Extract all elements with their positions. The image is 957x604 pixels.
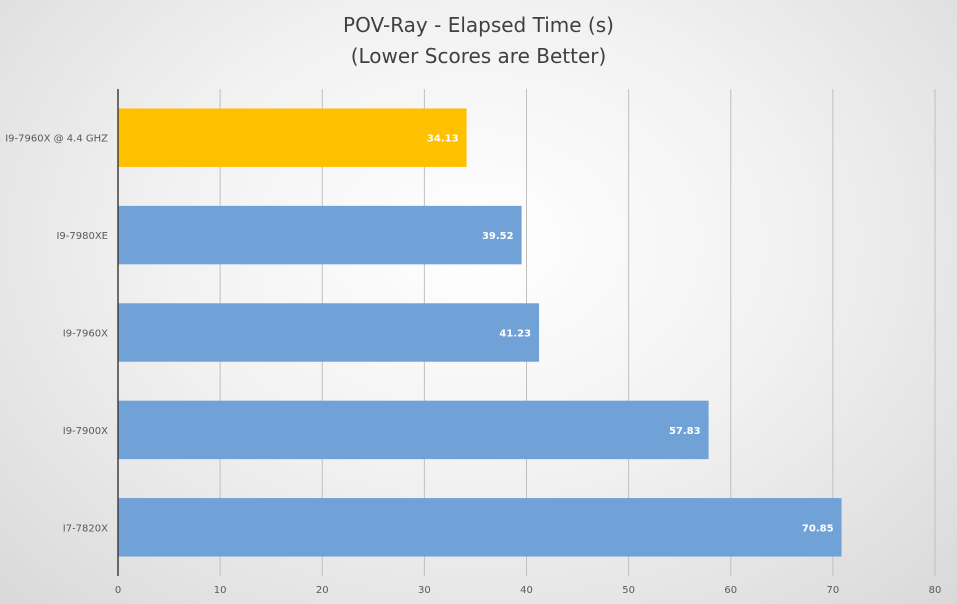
x-tick-label: 80 [929, 585, 942, 596]
x-tick-label: 50 [622, 585, 635, 596]
bar [118, 108, 467, 167]
data-label: 70.85 [802, 523, 834, 534]
x-tick-label: 60 [724, 585, 737, 596]
x-tick-label: 70 [827, 585, 840, 596]
data-label: 39.52 [482, 231, 514, 242]
x-tick-label: 30 [418, 585, 431, 596]
bar [118, 205, 522, 265]
x-tick-label: 10 [214, 585, 227, 596]
bar [118, 498, 842, 557]
x-tick-label: 0 [115, 585, 121, 596]
data-label: 57.83 [669, 426, 701, 437]
chart-subtitle-line: (Lower Scores are Better) [350, 44, 607, 68]
category-label: I9-7960X [63, 329, 108, 340]
bar [118, 303, 540, 362]
category-label: I9-7900X [63, 426, 108, 437]
category-label: I9-7980XE [56, 231, 108, 242]
bar [118, 400, 709, 460]
category-label: I9-7960X @ 4.4 GHZ [5, 134, 108, 145]
category-label: I7-7820X [63, 523, 108, 534]
data-label: 34.13 [427, 134, 459, 145]
x-tick-label: 20 [316, 585, 329, 596]
x-tick-label: 40 [520, 585, 533, 596]
chart-title: POV-Ray - Elapsed Time (s) (Lower Scores… [0, 10, 957, 72]
chart-title-line: POV-Ray - Elapsed Time (s) [343, 13, 614, 37]
data-label: 41.23 [499, 329, 531, 340]
